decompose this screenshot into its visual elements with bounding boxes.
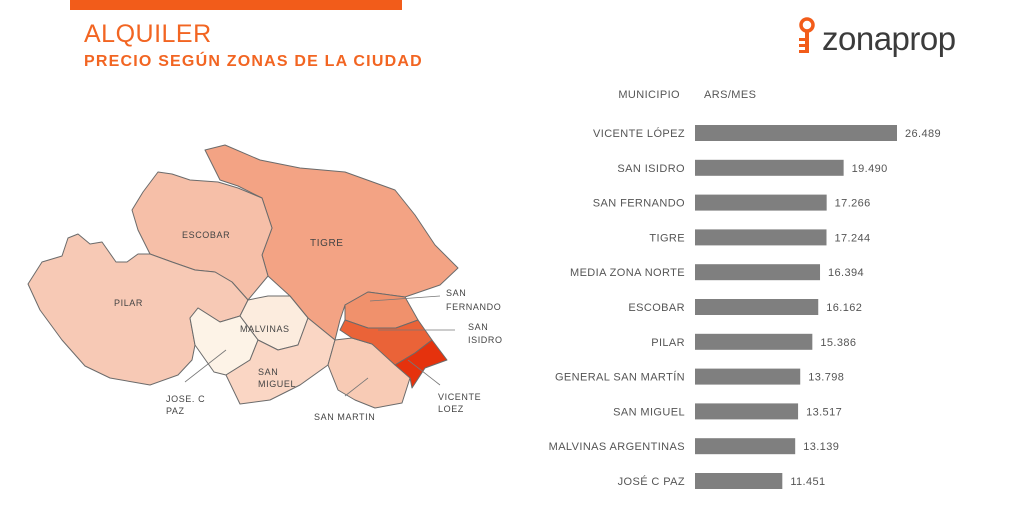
- bar-value-label: 16.162: [826, 302, 862, 314]
- zonaprop-logo: zonaprop: [796, 16, 996, 60]
- bar-category-label: JOSÉ C PAZ: [618, 475, 685, 488]
- bar-category-label: MEDIA ZONA NORTE: [570, 267, 685, 279]
- map-label-san-martin: SAN MARTIN: [314, 412, 375, 422]
- map-label-jose-1: JOSE. C: [166, 394, 205, 404]
- bar-category-label: ESCOBAR: [628, 302, 685, 314]
- map-zone-san-miguel: [225, 317, 336, 405]
- bar: [695, 264, 821, 281]
- chart-value-header: ARS/MES: [704, 89, 756, 101]
- bar-category-label: SAN ISIDRO: [617, 163, 685, 175]
- map-label-san-fernando-2: FERNANDO: [446, 302, 501, 312]
- map-label-malvinas: MALVINAS: [240, 324, 290, 334]
- bar: [695, 438, 796, 455]
- bar: [695, 159, 844, 176]
- bar-value-label: 11.451: [790, 476, 825, 488]
- bar: [695, 403, 799, 420]
- bar-value-label: 17.266: [835, 198, 871, 210]
- map-label-san-miguel-2: MIGUEL: [258, 379, 296, 389]
- bar-value-label: 26.489: [905, 128, 941, 140]
- bar-category-label: SAN MIGUEL: [613, 406, 685, 418]
- bar: [695, 473, 783, 489]
- bar-value-label: 13.798: [808, 372, 844, 384]
- bar: [695, 333, 813, 350]
- map-label-vicente-1: VICENTE: [438, 392, 481, 402]
- map-label-san-fernando-1: SAN: [446, 288, 466, 298]
- chart-category-header: MUNICIPIO: [618, 89, 680, 101]
- bar-category-label: SAN FERNANDO: [593, 198, 685, 210]
- zones-map: ESCOBAR TIGRE PILAR MALVINAS SAN MIGUEL …: [27, 144, 503, 422]
- bar-value-label: 17.244: [834, 232, 870, 244]
- map-label-escobar: ESCOBAR: [182, 230, 230, 240]
- bar-value-label: 13.517: [806, 406, 842, 418]
- map-label-san-isidro-2: ISIDRO: [468, 335, 503, 345]
- key-icon: [799, 17, 815, 53]
- bar-value-label: 15.386: [820, 337, 856, 349]
- bar: [695, 229, 827, 246]
- map-label-pilar: PILAR: [114, 298, 143, 308]
- bar-value-label: 16.394: [828, 267, 864, 279]
- bar-category-label: TIGRE: [649, 232, 685, 244]
- map-label-jose-2: PAZ: [166, 406, 185, 416]
- page-title: ALQUILER: [84, 20, 212, 48]
- bar: [695, 125, 897, 141]
- bar-category-label: GENERAL SAN MARTÍN: [555, 371, 685, 384]
- bar: [695, 299, 819, 315]
- bar-value-label: 19.490: [852, 163, 888, 175]
- bar-value-label: 13.139: [803, 441, 839, 453]
- map-label-tigre: TIGRE: [310, 238, 344, 249]
- logo-text: zonaprop: [822, 20, 956, 57]
- map-label-vicente-2: LOEZ: [438, 404, 464, 414]
- bar: [695, 194, 827, 211]
- bar-category-label: MALVINAS ARGENTINAS: [549, 441, 685, 453]
- bar-category-label: PILAR: [651, 337, 685, 349]
- bar-category-label: VICENTE LÓPEZ: [593, 127, 685, 140]
- top-accent-bar: [70, 0, 402, 10]
- rent-bar-chart: MUNICIPIO ARS/MES VICENTE LÓPEZ 26.489 SAN…: [549, 89, 941, 489]
- map-label-san-isidro-1: SAN: [468, 322, 488, 332]
- page-subtitle: PRECIO SEGÚN ZONAS DE LA CIUDAD: [84, 53, 423, 70]
- map-label-san-miguel-1: SAN: [258, 367, 278, 377]
- map-zone-vicente-lopez: [394, 339, 448, 389]
- bar: [695, 368, 801, 385]
